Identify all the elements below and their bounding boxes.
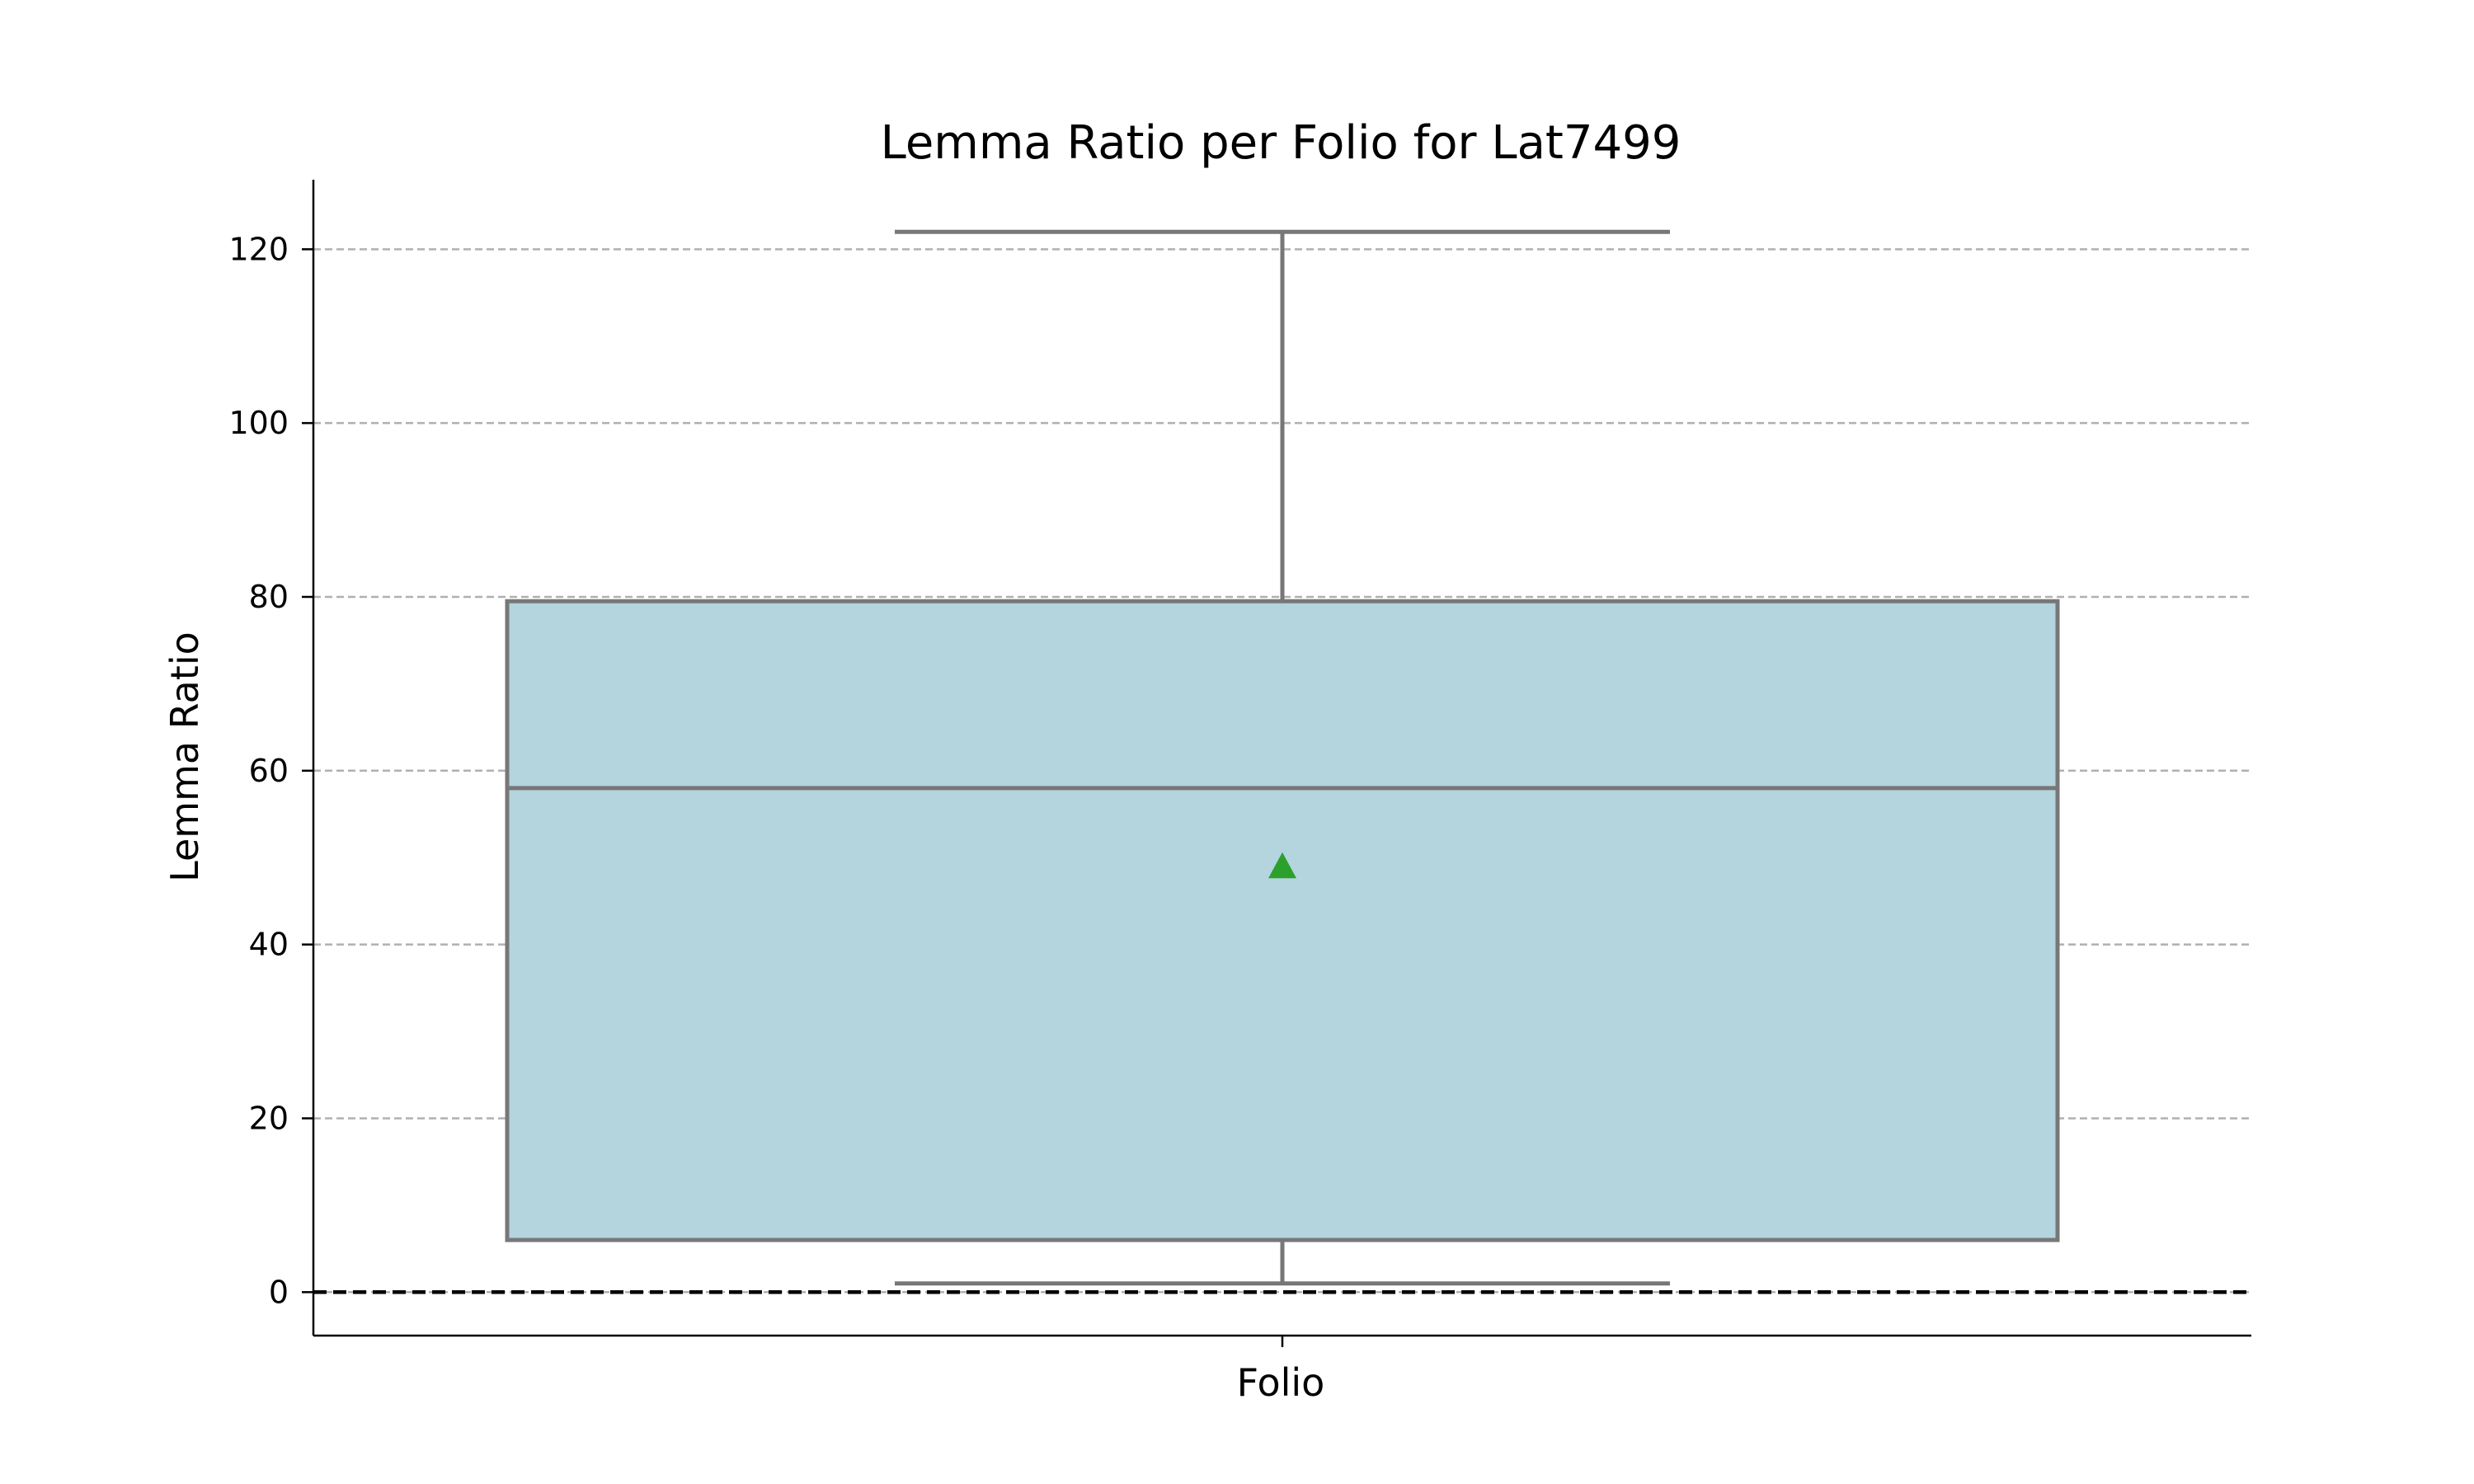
y-tick-label-100: 100 <box>228 405 289 441</box>
box-plot <box>505 229 2060 1286</box>
chart-title: Lemma Ratio per Folio for Lat7499 <box>881 116 1681 170</box>
axes <box>312 180 2251 1347</box>
y-axis-ticks: 0 20 40 60 80 100 120 <box>228 231 313 1310</box>
y-tick-label-20: 20 <box>249 1100 289 1136</box>
y-tick-label-0: 0 <box>269 1274 289 1310</box>
interquartile-box <box>505 599 2060 1242</box>
y-tick-label-60: 60 <box>249 753 289 789</box>
y-tick-label-120: 120 <box>228 231 289 267</box>
x-axis-label: Folio <box>1237 1360 1325 1405</box>
y-tick-label-40: 40 <box>249 927 289 963</box>
y-tick-label-80: 80 <box>249 579 289 615</box>
mean-marker <box>1268 852 1296 879</box>
y-axis-label: Lemma Ratio <box>162 632 207 882</box>
